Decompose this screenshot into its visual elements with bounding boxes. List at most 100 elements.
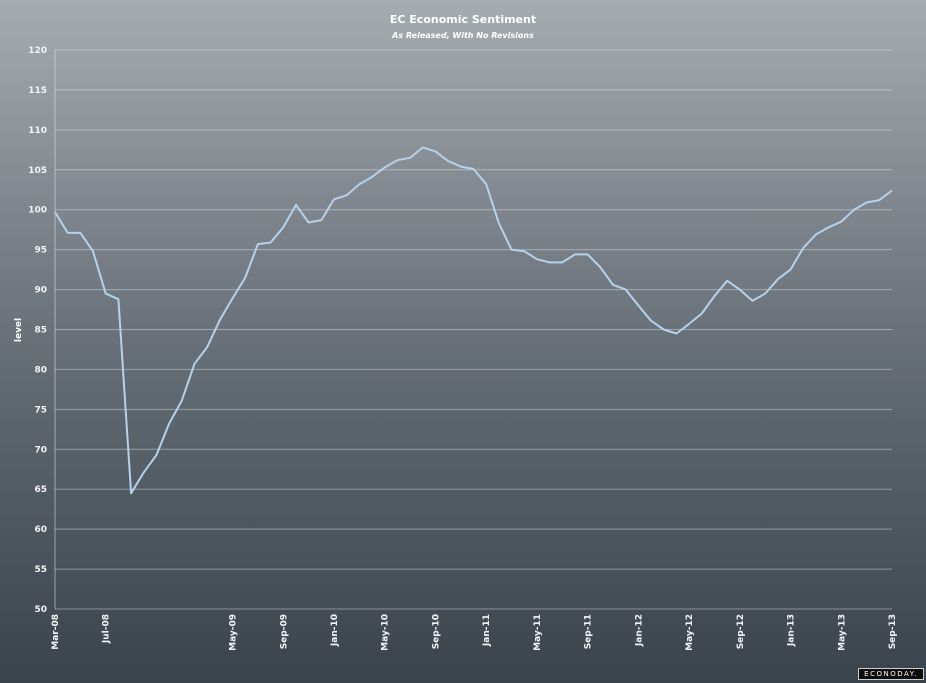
data-point	[181, 400, 183, 402]
data-point	[295, 204, 297, 206]
y-tick-label: 110	[28, 126, 47, 136]
data-point	[435, 150, 437, 152]
data-point	[219, 319, 221, 321]
y-tick-label: 65	[34, 485, 47, 495]
y-tick-label: 60	[34, 525, 47, 535]
y-tick-label: 70	[34, 445, 47, 455]
data-point	[701, 313, 703, 315]
y-tick-label: 115	[28, 86, 47, 96]
data-point	[777, 278, 779, 280]
data-point	[130, 492, 132, 494]
x-tick-label: Mar-08	[51, 614, 61, 650]
data-point	[498, 222, 500, 224]
x-tick-label: Sep-12	[736, 614, 746, 649]
x-tick-label: Jan-10	[330, 614, 340, 647]
data-point	[675, 333, 677, 335]
data-point	[726, 280, 728, 282]
data-point	[346, 194, 348, 196]
econoday-logo: ECONODAY.	[858, 668, 924, 680]
data-point	[384, 166, 386, 168]
data-point	[866, 202, 868, 204]
data-point	[396, 159, 398, 161]
y-tick-label: 95	[34, 246, 47, 256]
x-tick-label: May-09	[229, 614, 239, 651]
y-axis-ticks: 50 55 60 65 70 75 80 85 90 95 100 105 110 115 120	[28, 46, 47, 615]
data-point	[587, 253, 589, 255]
data-point	[232, 297, 234, 299]
data-point	[764, 293, 766, 295]
data-point	[739, 289, 741, 291]
data-point	[156, 454, 158, 456]
data-point	[117, 298, 119, 300]
data-point	[270, 242, 272, 244]
data-point	[891, 190, 893, 192]
x-axis-ticks: Mar-08 Jul-08 May-09 Sep-09 Jan-10 May-10 Sep-…	[51, 614, 898, 651]
data-point	[79, 232, 81, 234]
data-point	[714, 295, 716, 297]
data-point	[206, 346, 208, 348]
y-tick-label: 100	[28, 206, 47, 216]
data-point	[447, 160, 449, 162]
y-tick-label: 120	[28, 46, 47, 56]
y-tick-label: 75	[34, 405, 47, 415]
y-tick-label: 85	[34, 326, 47, 336]
chart-subtitle: As Released, With No Revisions	[391, 31, 534, 40]
y-tick-label: 90	[34, 286, 47, 296]
data-point	[599, 266, 601, 268]
chart-title: EC Economic Sentiment	[390, 13, 536, 26]
data-point	[574, 253, 576, 255]
data-point	[878, 199, 880, 201]
x-tick-label: Sep-13	[888, 614, 898, 649]
data-point	[663, 329, 665, 331]
data-point	[828, 226, 830, 228]
y-tick-label: 50	[34, 605, 47, 615]
data-point	[358, 183, 360, 185]
grid	[54, 49, 892, 610]
data-point	[612, 284, 614, 286]
data-point	[549, 261, 551, 263]
y-tick-label: 80	[34, 365, 47, 375]
data-point	[688, 323, 690, 325]
data-point	[650, 320, 652, 322]
data-point	[105, 293, 107, 295]
data-point	[308, 222, 310, 224]
data-point	[282, 226, 284, 228]
x-tick-label: Sep-10	[431, 614, 441, 649]
data-point	[473, 168, 475, 170]
y-tick-label: 55	[34, 565, 47, 575]
data-point	[523, 250, 525, 252]
x-tick-label: Jan-13	[787, 614, 797, 647]
data-point	[422, 146, 424, 148]
data-point	[257, 243, 259, 245]
x-tick-label: May-10	[381, 614, 391, 651]
x-tick-label: Jul-08	[102, 614, 112, 644]
data-point	[815, 234, 817, 236]
data-point	[625, 289, 627, 291]
data-point	[536, 258, 538, 260]
data-point	[168, 423, 170, 425]
x-tick-label: Jan-12	[634, 614, 644, 647]
data-point	[752, 300, 754, 302]
data-point	[511, 249, 513, 251]
data-point	[244, 277, 246, 279]
data-point	[637, 305, 639, 307]
x-tick-label: Sep-11	[584, 614, 594, 649]
data-point	[460, 166, 462, 168]
data-point	[840, 221, 842, 223]
x-tick-label: May-12	[685, 614, 695, 651]
series-line	[54, 146, 893, 495]
data-point	[333, 198, 335, 200]
data-point	[790, 269, 792, 271]
data-point	[485, 183, 487, 185]
x-tick-label: Sep-09	[279, 614, 289, 649]
data-point	[802, 247, 804, 249]
x-tick-label: Jan-11	[482, 614, 492, 647]
x-tick-label: May-13	[837, 614, 847, 651]
y-tick-label: 105	[28, 166, 47, 176]
data-point	[92, 250, 94, 252]
data-point	[67, 232, 69, 234]
data-point	[561, 261, 563, 263]
series-layer	[54, 146, 893, 495]
data-point	[54, 211, 56, 213]
